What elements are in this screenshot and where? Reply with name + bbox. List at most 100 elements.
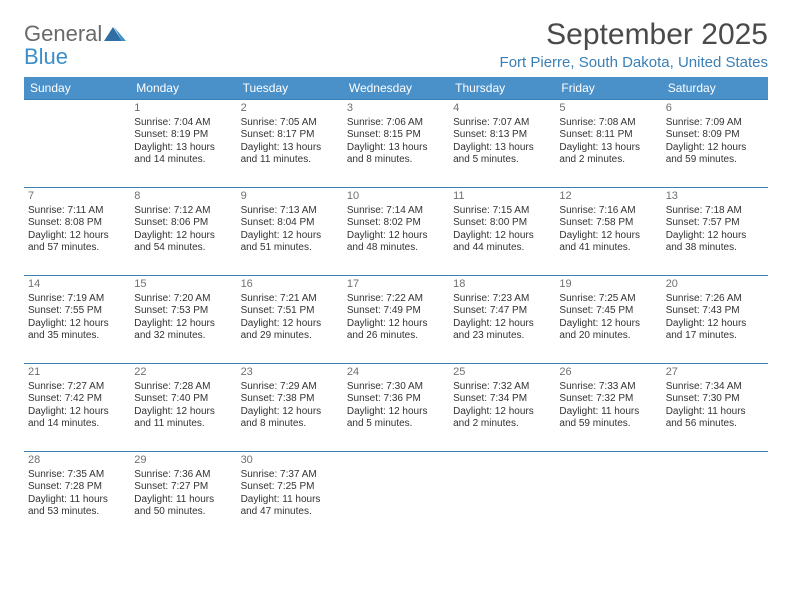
daylight-text: Daylight: 11 hours and 53 minutes.: [28, 494, 126, 519]
logo-line2: Blue: [24, 44, 68, 69]
sunset-text: Sunset: 7:32 PM: [559, 393, 657, 406]
day-number: 18: [453, 278, 551, 292]
daylight-text: Daylight: 11 hours and 59 minutes.: [559, 406, 657, 431]
day-number: 4: [453, 102, 551, 116]
daylight-text: Daylight: 12 hours and 23 minutes.: [453, 318, 551, 343]
day-number: 28: [28, 454, 126, 468]
day-number: 17: [347, 278, 445, 292]
daylight-text: Daylight: 12 hours and 11 minutes.: [134, 406, 232, 431]
sunrise-text: Sunrise: 7:09 AM: [666, 117, 764, 130]
calendar-cell: 6Sunrise: 7:09 AMSunset: 8:09 PMDaylight…: [662, 100, 768, 188]
day-number: 29: [134, 454, 232, 468]
sunrise-text: Sunrise: 7:29 AM: [241, 381, 339, 394]
sunset-text: Sunset: 8:13 PM: [453, 129, 551, 142]
calendar-cell: 8Sunrise: 7:12 AMSunset: 8:06 PMDaylight…: [130, 188, 236, 276]
day-number: 10: [347, 190, 445, 204]
sunrise-text: Sunrise: 7:20 AM: [134, 293, 232, 306]
calendar-cell: 10Sunrise: 7:14 AMSunset: 8:02 PMDayligh…: [343, 188, 449, 276]
sunrise-text: Sunrise: 7:15 AM: [453, 205, 551, 218]
calendar-row: 28Sunrise: 7:35 AMSunset: 7:28 PMDayligh…: [24, 452, 768, 540]
day-number: 23: [241, 366, 339, 380]
day-number: 22: [134, 366, 232, 380]
month-title: September 2025: [500, 18, 768, 52]
sunrise-text: Sunrise: 7:37 AM: [241, 469, 339, 482]
sunset-text: Sunset: 8:09 PM: [666, 129, 764, 142]
daylight-text: Daylight: 12 hours and 57 minutes.: [28, 230, 126, 255]
sunrise-text: Sunrise: 7:25 AM: [559, 293, 657, 306]
logo-line1: General: [24, 21, 102, 46]
sunset-text: Sunset: 8:15 PM: [347, 129, 445, 142]
calendar-cell: 27Sunrise: 7:34 AMSunset: 7:30 PMDayligh…: [662, 364, 768, 452]
weekday-header: Sunday: [24, 77, 130, 100]
sunrise-text: Sunrise: 7:07 AM: [453, 117, 551, 130]
sunrise-text: Sunrise: 7:27 AM: [28, 381, 126, 394]
weekday-header: Wednesday: [343, 77, 449, 100]
day-number: 14: [28, 278, 126, 292]
sunrise-text: Sunrise: 7:21 AM: [241, 293, 339, 306]
day-number: 27: [666, 366, 764, 380]
sunset-text: Sunset: 7:47 PM: [453, 305, 551, 318]
sunset-text: Sunset: 7:58 PM: [559, 217, 657, 230]
day-number: 26: [559, 366, 657, 380]
calendar-cell: [343, 452, 449, 540]
logo-text: General Blue: [24, 22, 126, 68]
title-block: September 2025 Fort Pierre, South Dakota…: [500, 18, 768, 71]
daylight-text: Daylight: 12 hours and 59 minutes.: [666, 142, 764, 167]
calendar-cell: 24Sunrise: 7:30 AMSunset: 7:36 PMDayligh…: [343, 364, 449, 452]
calendar-cell: 26Sunrise: 7:33 AMSunset: 7:32 PMDayligh…: [555, 364, 661, 452]
daylight-text: Daylight: 12 hours and 41 minutes.: [559, 230, 657, 255]
sunset-text: Sunset: 7:30 PM: [666, 393, 764, 406]
sunrise-text: Sunrise: 7:22 AM: [347, 293, 445, 306]
sunset-text: Sunset: 8:02 PM: [347, 217, 445, 230]
sunset-text: Sunset: 7:53 PM: [134, 305, 232, 318]
calendar-cell: 19Sunrise: 7:25 AMSunset: 7:45 PMDayligh…: [555, 276, 661, 364]
daylight-text: Daylight: 12 hours and 2 minutes.: [453, 406, 551, 431]
calendar-cell: 11Sunrise: 7:15 AMSunset: 8:00 PMDayligh…: [449, 188, 555, 276]
calendar-cell: [555, 452, 661, 540]
weekday-header: Monday: [130, 77, 236, 100]
calendar-row: 7Sunrise: 7:11 AMSunset: 8:08 PMDaylight…: [24, 188, 768, 276]
sunrise-text: Sunrise: 7:26 AM: [666, 293, 764, 306]
day-number: 21: [28, 366, 126, 380]
calendar-cell: 3Sunrise: 7:06 AMSunset: 8:15 PMDaylight…: [343, 100, 449, 188]
weekday-header: Friday: [555, 77, 661, 100]
day-number: 15: [134, 278, 232, 292]
sunrise-text: Sunrise: 7:34 AM: [666, 381, 764, 394]
sunrise-text: Sunrise: 7:32 AM: [453, 381, 551, 394]
calendar-cell: 16Sunrise: 7:21 AMSunset: 7:51 PMDayligh…: [237, 276, 343, 364]
sunset-text: Sunset: 7:40 PM: [134, 393, 232, 406]
calendar-body: 1Sunrise: 7:04 AMSunset: 8:19 PMDaylight…: [24, 100, 768, 540]
sunset-text: Sunset: 7:36 PM: [347, 393, 445, 406]
sunrise-text: Sunrise: 7:33 AM: [559, 381, 657, 394]
calendar-cell: 14Sunrise: 7:19 AMSunset: 7:55 PMDayligh…: [24, 276, 130, 364]
calendar-cell: 13Sunrise: 7:18 AMSunset: 7:57 PMDayligh…: [662, 188, 768, 276]
sunrise-text: Sunrise: 7:12 AM: [134, 205, 232, 218]
sunset-text: Sunset: 7:28 PM: [28, 481, 126, 494]
logo-sail-icon: [104, 21, 126, 46]
sunset-text: Sunset: 7:27 PM: [134, 481, 232, 494]
calendar-cell: 22Sunrise: 7:28 AMSunset: 7:40 PMDayligh…: [130, 364, 236, 452]
sunset-text: Sunset: 8:08 PM: [28, 217, 126, 230]
sunset-text: Sunset: 7:34 PM: [453, 393, 551, 406]
weekday-header: Saturday: [662, 77, 768, 100]
day-number: 2: [241, 102, 339, 116]
calendar-row: 21Sunrise: 7:27 AMSunset: 7:42 PMDayligh…: [24, 364, 768, 452]
sunset-text: Sunset: 7:51 PM: [241, 305, 339, 318]
sunrise-text: Sunrise: 7:13 AM: [241, 205, 339, 218]
day-number: 1: [134, 102, 232, 116]
sunrise-text: Sunrise: 7:36 AM: [134, 469, 232, 482]
calendar-row: 1Sunrise: 7:04 AMSunset: 8:19 PMDaylight…: [24, 100, 768, 188]
daylight-text: Daylight: 13 hours and 14 minutes.: [134, 142, 232, 167]
daylight-text: Daylight: 12 hours and 8 minutes.: [241, 406, 339, 431]
calendar-cell: 23Sunrise: 7:29 AMSunset: 7:38 PMDayligh…: [237, 364, 343, 452]
daylight-text: Daylight: 13 hours and 8 minutes.: [347, 142, 445, 167]
day-number: 9: [241, 190, 339, 204]
daylight-text: Daylight: 12 hours and 20 minutes.: [559, 318, 657, 343]
daylight-text: Daylight: 11 hours and 50 minutes.: [134, 494, 232, 519]
calendar-cell: 20Sunrise: 7:26 AMSunset: 7:43 PMDayligh…: [662, 276, 768, 364]
calendar-cell: 15Sunrise: 7:20 AMSunset: 7:53 PMDayligh…: [130, 276, 236, 364]
calendar-cell: 9Sunrise: 7:13 AMSunset: 8:04 PMDaylight…: [237, 188, 343, 276]
day-number: 12: [559, 190, 657, 204]
sunrise-text: Sunrise: 7:06 AM: [347, 117, 445, 130]
day-number: 8: [134, 190, 232, 204]
